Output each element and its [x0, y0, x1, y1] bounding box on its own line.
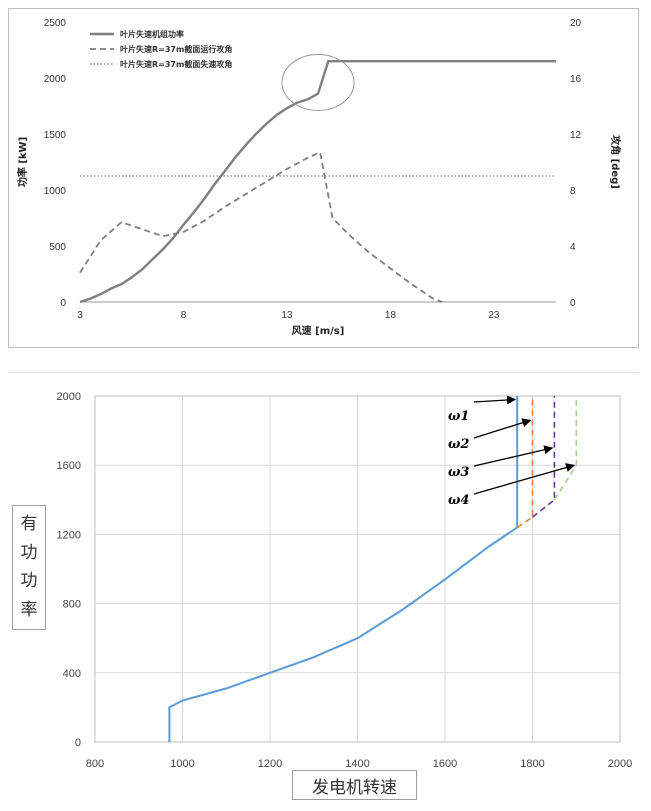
chart1-x-tick-label: 23 — [488, 310, 500, 321]
chart2-series-line-4 — [553, 396, 578, 501]
chart2-annotation-4: ω4 — [448, 493, 469, 508]
chart1-y-tick-label: 500 — [49, 242, 66, 253]
chart2-ylabel-char: 有 — [20, 513, 38, 534]
chart1-ylabel: 功率 [kW] — [16, 137, 29, 187]
chart2-ylabel-char: 功 — [20, 542, 38, 563]
chart1-xlabel: 风速 [m/s] — [292, 324, 345, 337]
chart2-y-tick-label: 400 — [63, 668, 81, 680]
chart1-x-tick-label: 18 — [385, 310, 397, 321]
chart2-y-tick-label: 2000 — [57, 391, 81, 403]
chart1-x-tick-label: 3 — [77, 310, 83, 321]
chart1-series-line-2 — [79, 150, 443, 303]
chart2-ylabel-char: 功 — [20, 571, 38, 592]
chart2-annotation-arrow-3 — [473, 445, 554, 467]
chart1-y2-tick-label: 0 — [570, 298, 576, 309]
chart2-ylabel: 有功功率 — [12, 505, 46, 630]
chart2-x-tick-label: 800 — [86, 758, 104, 770]
chart2-ylabel-char: 率 — [20, 600, 38, 621]
chart2-x-tick-label: 1200 — [258, 758, 282, 770]
chart2-annotation-arrow-2 — [473, 418, 532, 439]
chart1-y-tick-label: 2500 — [44, 18, 67, 29]
chart2-x-tick-label: 2000 — [608, 758, 632, 770]
chart2-annotation-arrow-1 — [473, 395, 517, 405]
chart2-annotation-2: ω2 — [448, 437, 469, 452]
chart1-x-tick-label: 13 — [281, 310, 293, 321]
chart2-series-line-3 — [532, 396, 556, 518]
chart2-xlabel: 发电机转速 — [292, 770, 417, 800]
chart2-y-tick-label: 800 — [63, 599, 81, 611]
chart2-series-line-2 — [516, 396, 534, 529]
chart2-annotation-1: ω1 — [448, 409, 469, 424]
chart1-frame — [8, 8, 639, 348]
chart1-y-tick-label: 0 — [60, 298, 66, 309]
chart1-x-tick-label: 8 — [181, 310, 187, 321]
chart2-annotation-arrow-4 — [473, 463, 576, 495]
chart1-y2-tick-label: 12 — [570, 130, 582, 141]
chart1-ylabel-right: 攻角 [deg] — [609, 135, 622, 189]
chart2-x-tick-label: 1800 — [520, 758, 544, 770]
chart2-y-tick-label: 0 — [75, 737, 81, 749]
chart2-series-line-1 — [168, 396, 519, 742]
chart2-x-tick-label: 1000 — [170, 758, 194, 770]
chart1-legend-label: 叶片失速机组功率 — [120, 29, 184, 39]
chart1-y-tick-label: 1500 — [44, 130, 67, 141]
chart1-y2-tick-label: 20 — [570, 18, 582, 29]
chart1-legend-label: 叶片失速R=37m截面运行攻角 — [120, 44, 232, 54]
chart1-legend-label: 叶片失速R=37m截面失速攻角 — [120, 59, 232, 69]
chart1-highlight-ellipse — [281, 53, 355, 111]
chart2-x-tick-label: 1400 — [345, 758, 369, 770]
chart1-y2-tick-label: 8 — [570, 186, 576, 197]
chart2-annotation-3: ω3 — [448, 465, 469, 480]
chart2-y-tick-label: 1600 — [57, 460, 81, 472]
chart2-y-tick-label: 1200 — [57, 529, 81, 541]
chart1-y2-tick-label: 4 — [570, 242, 576, 253]
chart1-y-tick-label: 1000 — [44, 186, 67, 197]
chart1-y2-tick-label: 16 — [570, 74, 582, 85]
chart1-series-line-1 — [79, 60, 556, 304]
chart2-plot-area — [94, 395, 621, 743]
chart2-x-tick-label: 1600 — [433, 758, 457, 770]
chart2-frame — [8, 372, 639, 804]
chart1-y-tick-label: 2000 — [44, 74, 67, 85]
